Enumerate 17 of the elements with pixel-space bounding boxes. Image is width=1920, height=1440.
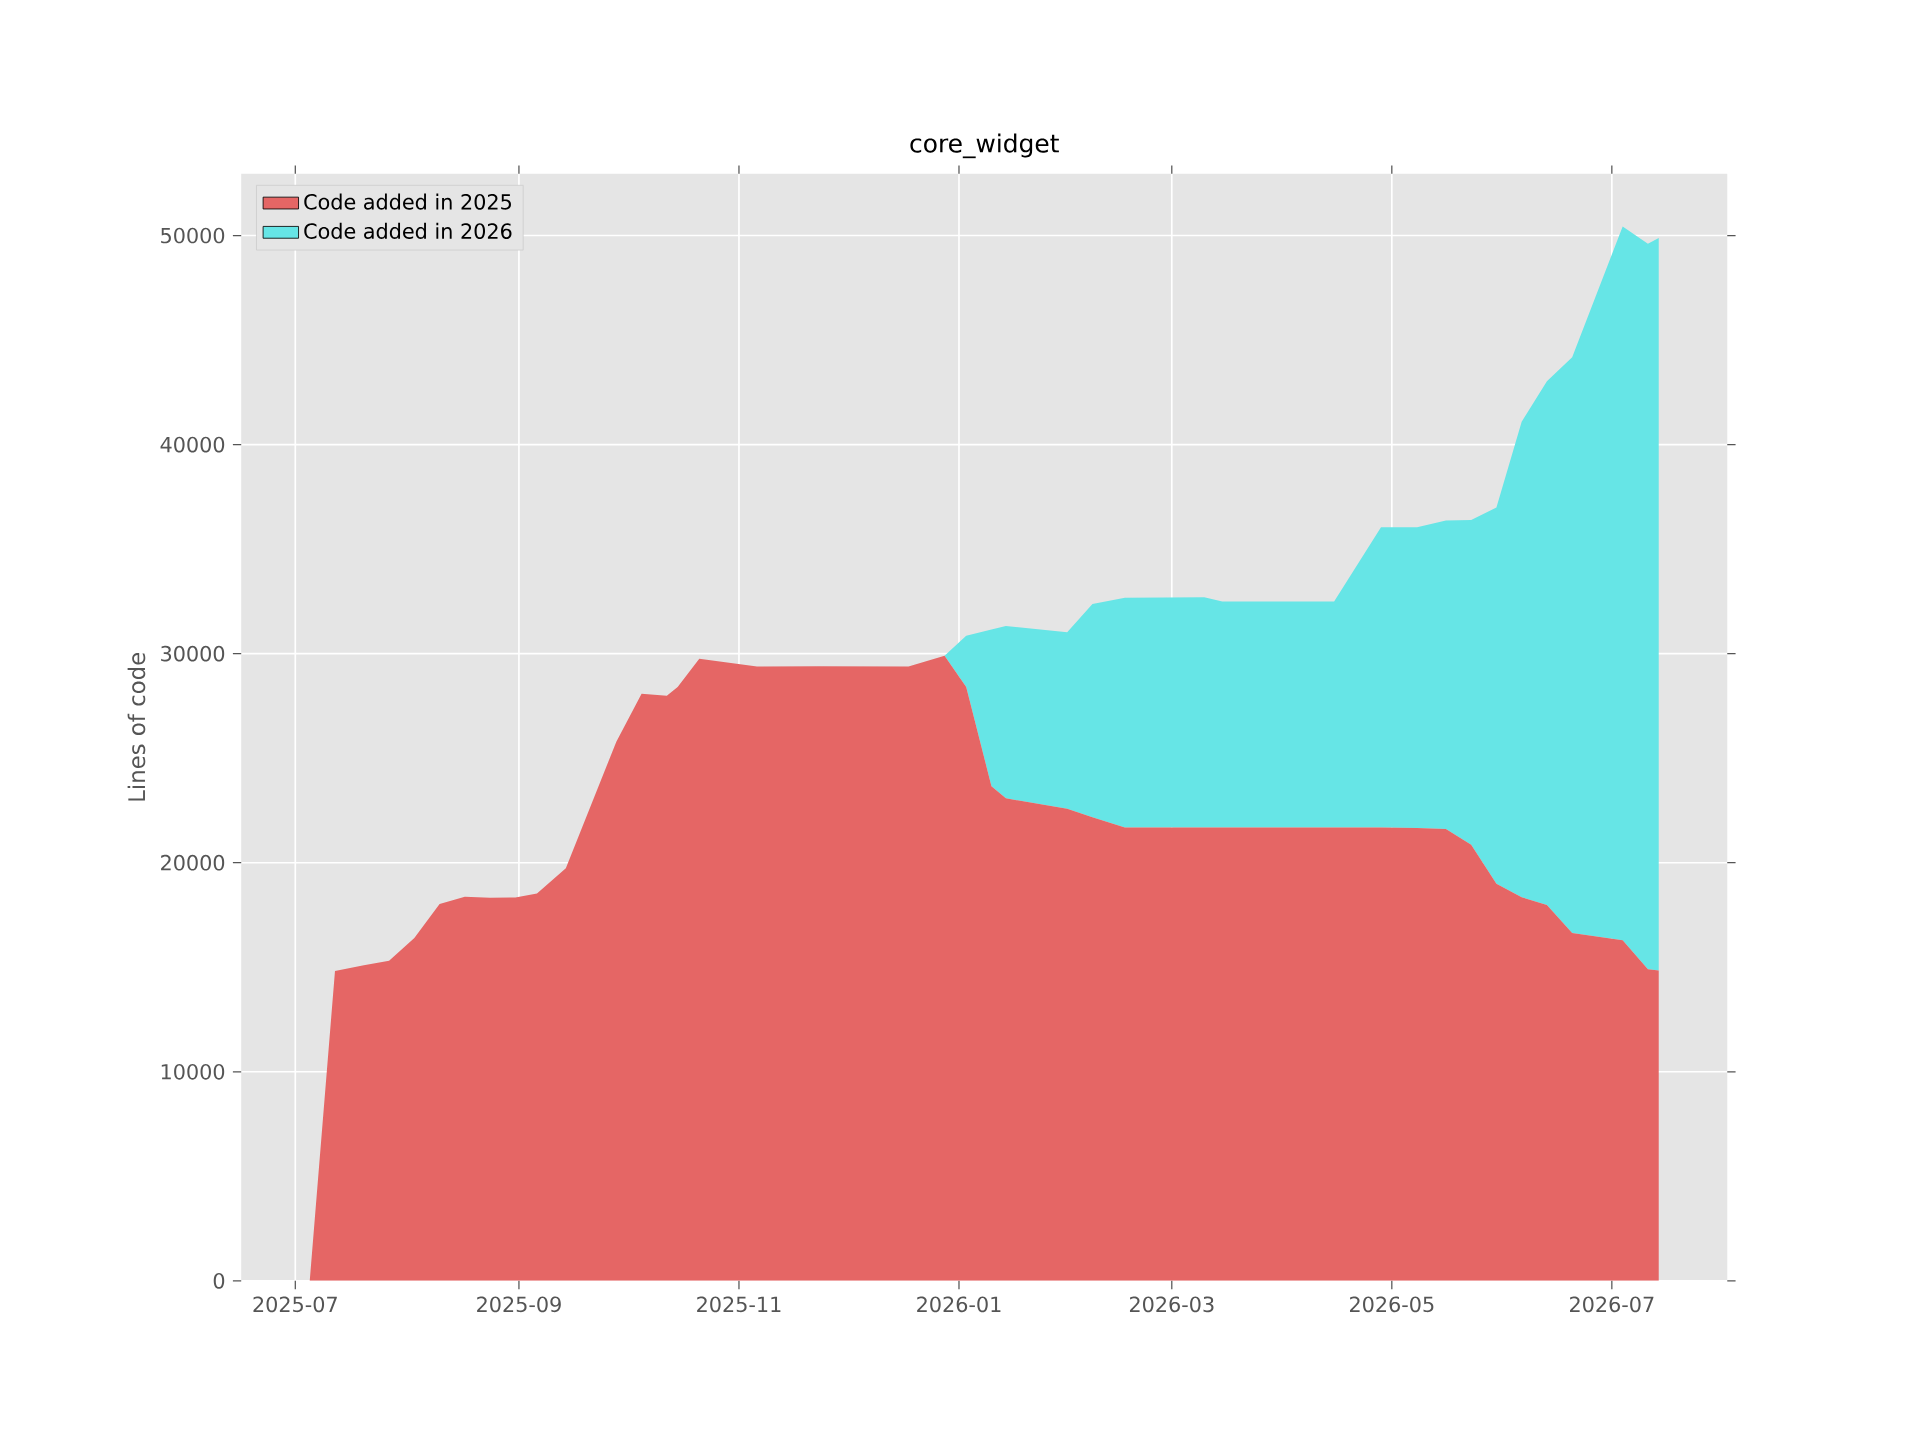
x-tick-label: 2025-11 bbox=[697, 1296, 781, 1313]
legend-label: Code added in 2025 bbox=[304, 193, 511, 210]
x-tick-label: 2026-05 bbox=[1349, 1296, 1434, 1313]
y-axis-title: Lines of code bbox=[127, 653, 146, 801]
x-tick-label: 2025-07 bbox=[253, 1296, 337, 1313]
y-tick-label: 30000 bbox=[161, 645, 225, 662]
x-tick-label: 2026-07 bbox=[1570, 1296, 1654, 1313]
y-tick-label: 40000 bbox=[160, 436, 225, 453]
x-tick-label: 2026-01 bbox=[917, 1296, 1001, 1313]
y-tick-label: 10000 bbox=[161, 1063, 225, 1080]
legend-label: Code added in 2026 bbox=[304, 222, 512, 239]
x-tick-label: 2026-03 bbox=[1129, 1296, 1214, 1313]
y-tick-label: 20000 bbox=[161, 854, 225, 871]
chart-title: core_widget bbox=[910, 133, 1059, 159]
y-tick-label: 50000 bbox=[161, 227, 225, 244]
x-tick-label: 2025-09 bbox=[477, 1296, 561, 1313]
y-tick-label: 0 bbox=[213, 1272, 225, 1289]
